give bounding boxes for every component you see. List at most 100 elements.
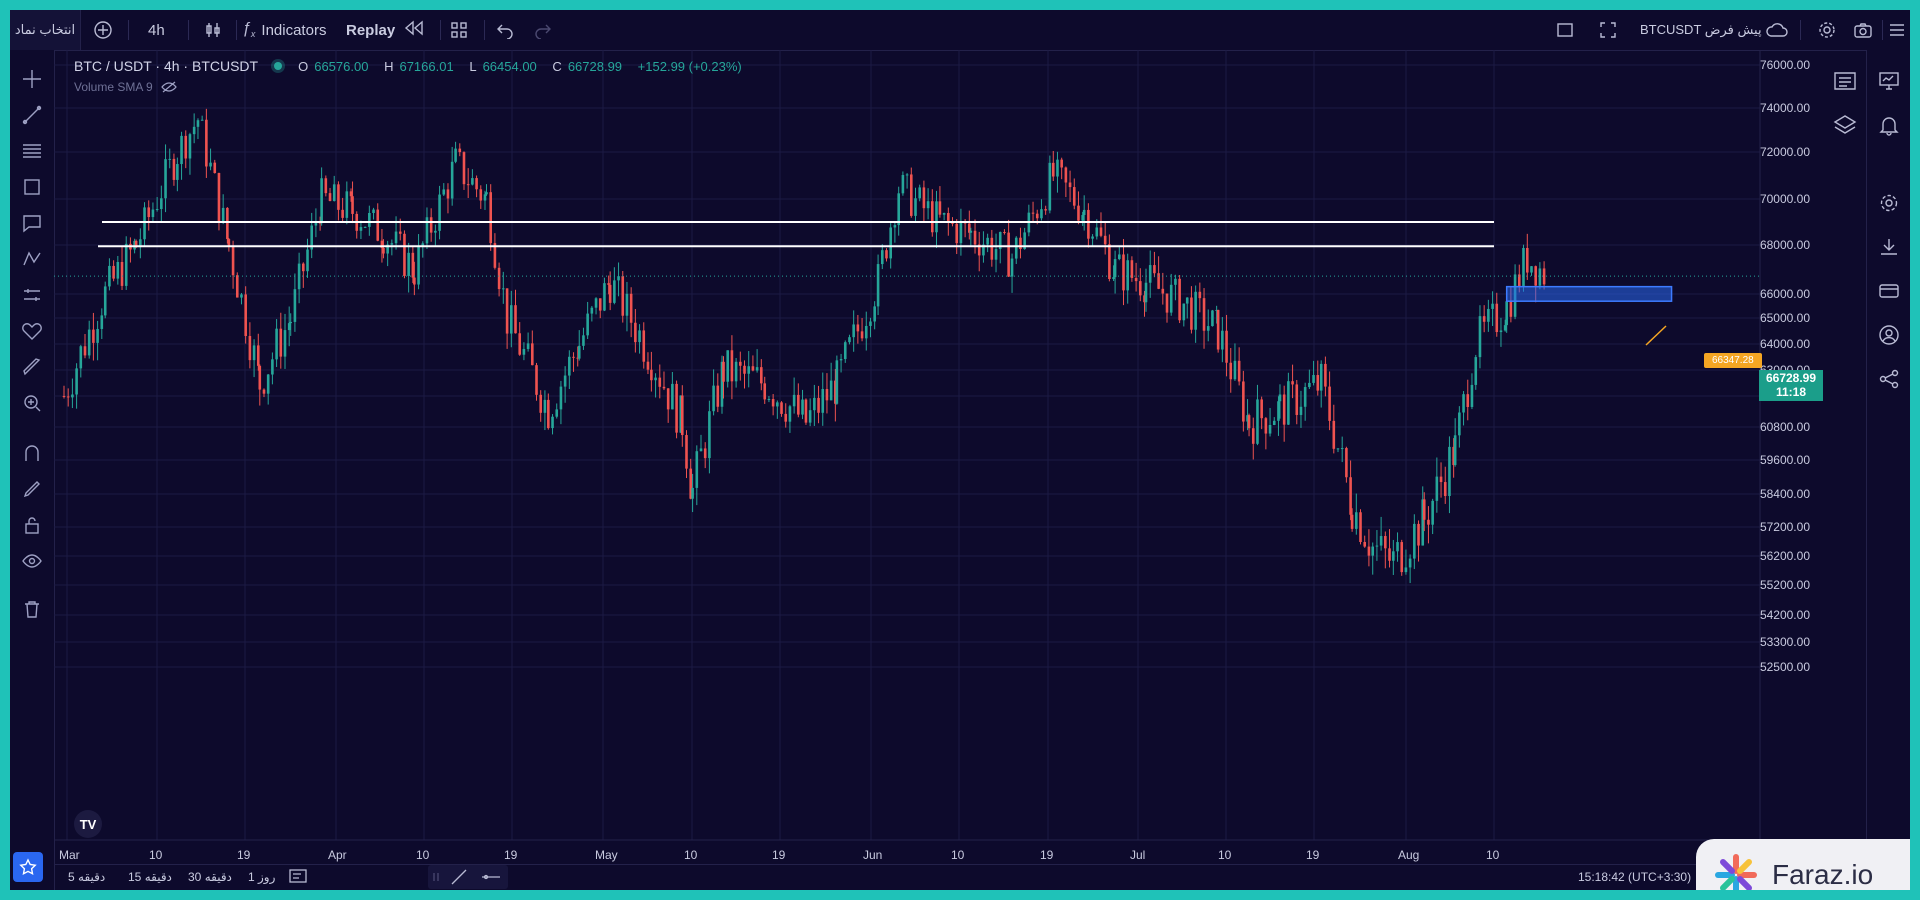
price-tick-label: 58400.00 <box>1759 487 1810 501</box>
hidden-eye-icon[interactable] <box>160 81 177 93</box>
candle-down <box>539 394 543 413</box>
range-15m[interactable]: 15 دقیقه <box>128 870 172 884</box>
candle-down <box>505 288 509 334</box>
range-5m[interactable]: 5 دقیقه <box>68 870 106 884</box>
volume-legend[interactable]: Volume SMA 9 <box>74 80 177 94</box>
price-callout[interactable]: 66347.28 <box>1704 353 1762 368</box>
candle-up <box>679 395 683 433</box>
star-icon <box>19 858 37 875</box>
candle-down <box>382 247 385 254</box>
candle-down <box>1103 235 1107 245</box>
candle-up <box>755 367 759 371</box>
candle-down <box>598 298 602 311</box>
redo-icon[interactable] <box>528 10 558 50</box>
candle-up <box>454 148 457 162</box>
candle-up <box>998 232 1002 250</box>
alerts-bell-icon[interactable] <box>1874 110 1904 140</box>
candle-up <box>720 361 724 407</box>
camera-snapshot-icon[interactable] <box>1848 10 1878 50</box>
indicators-label: Indicators <box>261 21 327 39</box>
user-profile-icon[interactable] <box>1874 320 1904 350</box>
trash-icon[interactable] <box>16 594 48 624</box>
price-tick-label: 59600.00 <box>1759 453 1810 467</box>
candle-down <box>1388 548 1391 561</box>
candle-up <box>1091 236 1094 239</box>
undo-icon[interactable] <box>490 10 520 50</box>
fullscreen-square-icon[interactable] <box>1550 10 1580 50</box>
pattern-tool-icon[interactable] <box>16 244 48 274</box>
candle-up <box>1458 412 1461 436</box>
gear-icon[interactable] <box>1874 188 1904 218</box>
watchlist-monitor-icon[interactable] <box>1874 66 1904 96</box>
candle-down <box>675 383 678 433</box>
candle-down <box>576 357 580 359</box>
watchlist-star-button[interactable] <box>13 852 43 882</box>
eye-visibility-icon[interactable] <box>16 546 48 576</box>
lock-icon[interactable] <box>16 510 48 540</box>
ruler-icon[interactable] <box>16 352 48 382</box>
prediction-tool-icon[interactable] <box>16 280 48 310</box>
candle-down <box>689 468 692 499</box>
candle-down <box>341 209 344 218</box>
candle-up <box>1040 209 1043 219</box>
trendline-icon[interactable] <box>16 100 48 130</box>
preset-symbol-label[interactable]: BTCUSDT پیش فرض <box>1640 22 1762 37</box>
tradingview-logo[interactable]: TV <box>74 810 102 838</box>
candle-up <box>71 394 74 398</box>
candle-up <box>1010 258 1014 277</box>
layout-grid-icon[interactable] <box>444 10 474 50</box>
candle-down <box>535 365 538 395</box>
object-list-icon[interactable] <box>1830 66 1860 96</box>
candle-down <box>909 174 913 216</box>
candle-down <box>968 223 971 233</box>
share-icon[interactable] <box>1874 364 1904 394</box>
candle-down <box>446 189 450 199</box>
settings-gear-icon[interactable] <box>1812 10 1842 50</box>
candle-up <box>582 335 585 346</box>
indicators-button[interactable]: ƒx Indicators <box>242 10 326 50</box>
candle-down <box>1060 159 1063 168</box>
favorites-heart-icon[interactable] <box>16 316 48 346</box>
clock-timezone[interactable]: 15:18:42 (UTC+3:30) <box>1578 870 1692 884</box>
download-icon[interactable] <box>1874 232 1904 262</box>
text-note-icon[interactable] <box>16 208 48 238</box>
candle-up <box>1355 512 1358 529</box>
range-30m[interactable]: 30 دقیقه <box>188 870 232 884</box>
candle-down <box>771 399 775 407</box>
drawing-mode-icon[interactable] <box>16 474 48 504</box>
candle-down <box>739 361 742 366</box>
symbol-picker-button[interactable]: انتخاب نماد <box>10 10 81 50</box>
zoom-in-icon[interactable] <box>16 388 48 418</box>
candle-up <box>522 348 526 355</box>
fib-lines-icon[interactable] <box>16 136 48 166</box>
symbol-title[interactable]: BTC / USDT · 4h · BTCUSDT <box>74 58 259 74</box>
candle-type-icon[interactable] <box>198 10 228 50</box>
candle-up <box>1117 254 1121 260</box>
candle-up <box>320 178 323 224</box>
layers-icon[interactable] <box>1830 110 1860 140</box>
menu-icon[interactable] <box>1882 10 1910 50</box>
expand-icon[interactable] <box>1593 10 1623 50</box>
candle-down <box>1019 237 1022 250</box>
candle-down <box>658 377 662 387</box>
range-1d[interactable]: 1 روز <box>248 870 276 884</box>
card-wallet-icon[interactable] <box>1874 276 1904 306</box>
price-chart[interactable] <box>54 50 1844 850</box>
replay-button[interactable]: Replay <box>346 10 425 50</box>
candle-down <box>1367 546 1371 556</box>
chart-pane[interactable]: BTC / USDT · 4h · BTCUSDT O 66576.00 H 671… <box>54 50 1844 862</box>
rectangle-tool-icon[interactable] <box>16 172 48 202</box>
candle-down <box>834 380 837 404</box>
magnet-icon[interactable] <box>16 438 48 468</box>
cloud-sync-icon[interactable] <box>1762 10 1792 50</box>
candle-down <box>411 252 415 278</box>
goto-date-icon[interactable] <box>288 868 308 887</box>
add-symbol-icon[interactable] <box>88 10 118 50</box>
candle-down <box>930 201 934 233</box>
price-tick-label: 66000.00 <box>1759 287 1810 301</box>
candle-down <box>324 178 328 194</box>
faraz-watermark: Faraz.io <box>1696 839 1910 890</box>
interval-button[interactable]: 4h <box>148 21 165 39</box>
candle-up <box>287 323 291 331</box>
crosshair-icon[interactable] <box>16 64 48 94</box>
